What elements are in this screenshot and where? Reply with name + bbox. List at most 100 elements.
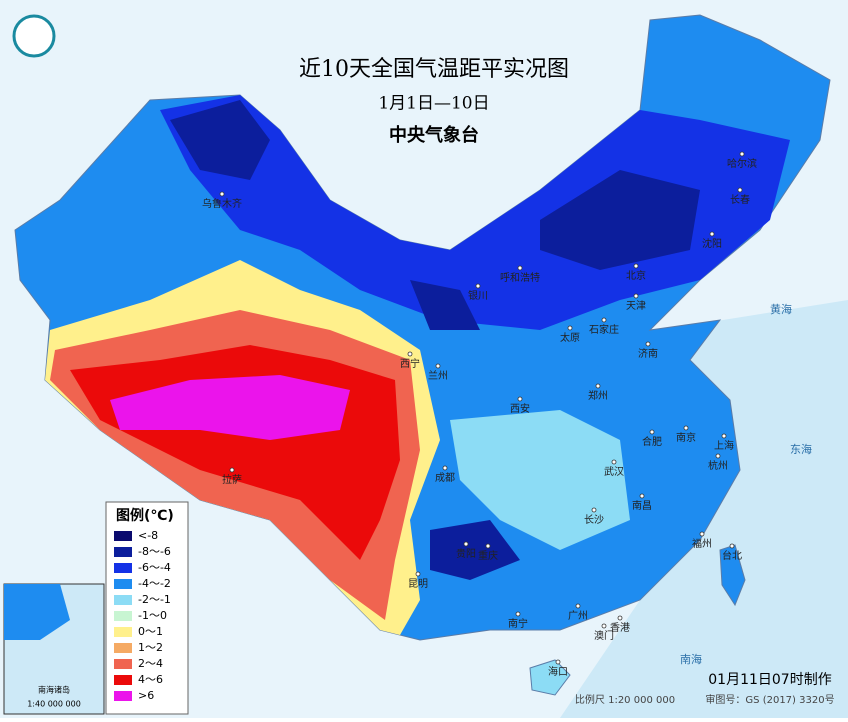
city-dot (649, 429, 655, 435)
city-dot (611, 459, 617, 465)
legend-swatch (114, 627, 132, 637)
city-label: 太原 (560, 331, 580, 344)
city-dot (575, 603, 581, 609)
city-dot (729, 543, 735, 549)
inset: 南海诸岛 1:40 000 000 (3, 583, 105, 715)
legend-label: -4～-2 (138, 577, 171, 590)
city-label: 哈尔滨 (727, 157, 757, 170)
legend: 图例(℃) <-8 -8～-6 -6～-4 -4～-2 -2～-1 -1～0 0～1 1～2 2… (105, 501, 189, 715)
logo (12, 14, 56, 58)
city-dot (485, 543, 491, 549)
made-time: 01月11日07时制作 (708, 672, 831, 688)
city-label: 杭州 (708, 459, 728, 472)
city-label: 广州 (568, 610, 588, 622)
legend-label: <-8 (138, 529, 158, 542)
legend-label: -6～-4 (138, 561, 171, 574)
sea-label: 南海 (680, 652, 702, 666)
city-dot (517, 396, 523, 402)
approval: 审图号：GS (2017) 3320号 (705, 693, 834, 706)
city-label: 沈阳 (702, 237, 722, 250)
city-label: 济南 (638, 347, 658, 360)
city-dot (617, 615, 623, 621)
city-dot (407, 351, 413, 357)
city-dot (555, 659, 561, 665)
inset-land (4, 584, 70, 640)
city-dot (699, 531, 705, 537)
city-label: 海口 (548, 665, 568, 678)
title: 近10天全国气温距平实况图 (299, 57, 569, 82)
scale: 比例尺 1:20 000 000 (575, 693, 675, 706)
legend-swatch (114, 547, 132, 557)
legend-swatch (114, 691, 132, 701)
city-dot (515, 611, 521, 617)
city-dot (517, 265, 523, 271)
sea (560, 300, 848, 718)
city-dot (591, 507, 597, 513)
city-label: 天津 (626, 300, 646, 312)
inset-title: 南海诸岛 (38, 685, 70, 695)
city-label: 南京 (676, 431, 696, 444)
city-label: 长春 (730, 194, 750, 206)
city-dot (435, 363, 441, 369)
city-label: 南宁 (508, 617, 528, 630)
legend-swatch (114, 595, 132, 605)
city-label: 拉萨 (222, 473, 242, 486)
city-label: 上海 (714, 439, 734, 452)
city-label: 重庆 (478, 549, 498, 562)
legend-swatch (114, 563, 132, 573)
city-dot (633, 293, 639, 299)
city-dot (601, 317, 607, 323)
region (110, 375, 350, 440)
city-label: 南昌 (632, 499, 652, 512)
city-dot (737, 187, 743, 193)
city-dot (709, 231, 715, 237)
hainan (529, 659, 571, 696)
city-label: 银川 (468, 289, 488, 302)
city-dot (639, 493, 645, 499)
city-label: 香港 (610, 622, 630, 634)
city-dot (645, 341, 651, 347)
city-label: 乌鲁木齐 (202, 197, 242, 210)
city-dot (633, 263, 639, 269)
city-label: 兰州 (428, 369, 448, 382)
city-label: 呼和浩特 (500, 272, 540, 284)
city-label: 武汉 (604, 465, 624, 478)
city-label: 合肥 (642, 435, 662, 448)
legend-label: 2～4 (138, 657, 163, 670)
city-label: 西宁 (400, 357, 420, 370)
legend-label: >6 (138, 689, 154, 702)
region (170, 100, 700, 330)
legend-swatch (114, 643, 132, 653)
legend-swatch (114, 579, 132, 589)
legend-label: 4～6 (138, 673, 163, 686)
inset-scale: 1:40 000 000 (27, 700, 81, 709)
legend-label: -8～-6 (138, 545, 171, 558)
city-dot (601, 623, 607, 629)
city-label: 成都 (435, 472, 455, 484)
legend-swatch (114, 675, 132, 685)
legend-label: -1～0 (138, 609, 167, 622)
city-label: 西安 (510, 402, 530, 415)
city-dot (442, 465, 448, 471)
city-label: 长沙 (584, 514, 604, 526)
agency: 中央气象台 (389, 124, 479, 146)
city-dot (721, 433, 727, 439)
city-dot (229, 467, 235, 473)
city-dot (567, 325, 573, 331)
city-label: 昆明 (408, 578, 428, 590)
legend-label: 1～2 (138, 641, 163, 654)
city-label: 福州 (692, 537, 712, 550)
city-dot (463, 541, 469, 547)
city-dot (739, 151, 745, 157)
city-dot (475, 283, 481, 289)
city-label: 石家庄 (589, 323, 619, 336)
sea-label: 东海 (790, 442, 812, 456)
legend-swatch (114, 531, 132, 541)
city-dot (595, 383, 601, 389)
city-dot (219, 191, 225, 197)
city-label: 贵阳 (456, 547, 476, 560)
city-label: 澳门 (594, 629, 614, 642)
legend-swatch (114, 611, 132, 621)
legend-swatch (114, 659, 132, 669)
